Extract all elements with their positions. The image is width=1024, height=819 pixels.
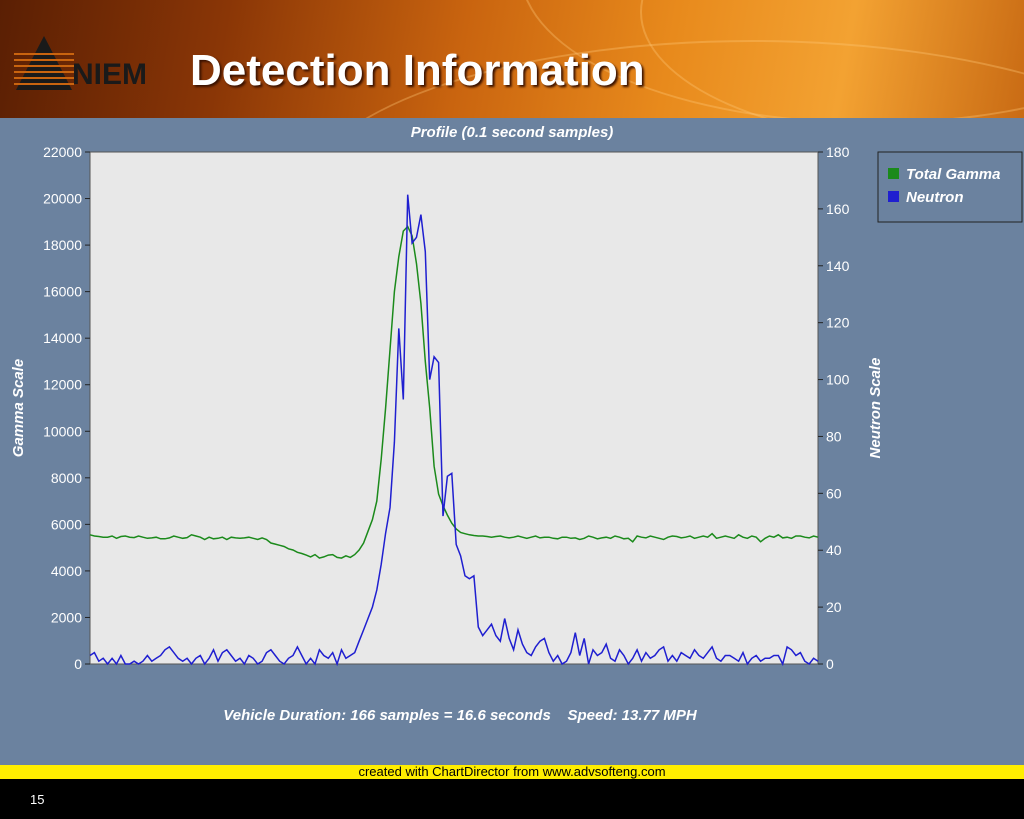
left-tick-label: 22000 [43,144,82,160]
left-tick-label: 6000 [51,516,82,532]
logo-wordmark: NIEM [72,58,147,91]
left-tick-label: 20000 [43,191,82,207]
left-tick-label: 14000 [43,330,82,346]
right-tick-label: 20 [826,599,842,615]
left-tick-label: 0 [74,656,82,672]
series-line-neutron [89,194,819,667]
right-tick-label: 80 [826,428,842,444]
legend-box [877,151,1023,223]
right-axis-label: Neutron Scale [867,358,884,459]
left-tick-label: 8000 [51,470,82,486]
left-tick-label: 16000 [43,284,82,300]
chart-title: Profile (0.1 second samples) [411,124,614,141]
right-tick-label: 100 [826,372,850,388]
page-title: Detection Information [190,46,645,95]
left-tick-label: 4000 [51,563,82,579]
legend-label-total-gamma: Total Gamma [906,166,1000,183]
right-tick-label: 160 [826,201,850,217]
left-tick-label: 10000 [43,423,82,439]
vehicle-duration-label: Vehicle Duration: 166 samples = 16.6 sec… [223,707,698,724]
left-tick-label: 2000 [51,609,82,625]
right-tick-label: 40 [826,542,842,558]
niem-logo: NIEM [14,30,164,96]
left-tick-label: 12000 [43,377,82,393]
chart-panel: Profile (0.1 second samples) 0 2000 4000 60… [0,118,1024,765]
left-tick-label: 18000 [43,237,82,253]
right-tick-label: 60 [826,485,842,501]
credit-strip [0,765,1024,779]
legend: Total Gamma Neutron [877,151,1023,223]
right-tick-label: 0 [826,656,834,672]
left-axis: 0 2000 4000 6000 8000 10000 12000 14000 16000 180… [43,144,90,672]
slide-number: 15 [30,792,45,807]
slide-header: NIEM Detection Information [0,0,1024,118]
plot-area [89,151,819,665]
right-tick-label: 120 [826,315,850,331]
right-axis: 0 20 40 60 80 100 120 140 160 180 [818,144,850,672]
legend-swatch-neutron [888,191,899,202]
series-lines [89,194,819,667]
right-tick-label: 180 [826,144,850,160]
triangle-logo-icon [14,36,74,90]
chartdirector-credit: created with ChartDirector from www.advs… [358,764,666,779]
legend-label-neutron: Neutron [906,189,964,206]
profile-chart: Profile (0.1 second samples) 0 2000 4000 60… [10,124,1023,724]
right-tick-label: 140 [826,258,850,274]
legend-swatch-total-gamma [888,168,899,179]
series-line-total-gamma [89,225,819,559]
left-axis-label: Gamma Scale [10,359,27,457]
